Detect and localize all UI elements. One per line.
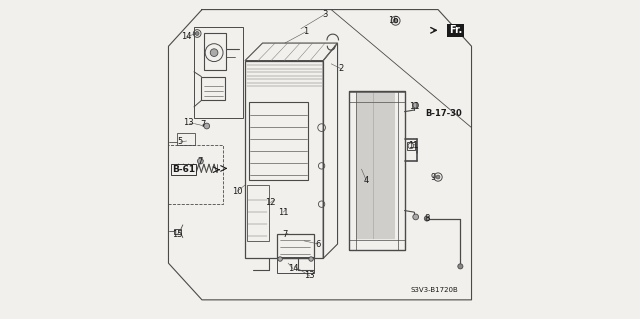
Text: 10: 10 (232, 187, 243, 196)
Bar (174, 229, 181, 234)
Circle shape (424, 216, 429, 221)
Text: 16: 16 (388, 16, 399, 25)
Bar (202, 77, 225, 100)
Text: 7: 7 (282, 230, 287, 239)
Bar (407, 142, 415, 150)
Text: 7: 7 (200, 120, 205, 129)
Text: 15: 15 (172, 230, 182, 239)
Text: 11: 11 (278, 208, 289, 217)
Text: 13: 13 (183, 118, 194, 127)
Text: 13: 13 (305, 271, 315, 280)
Bar (349, 91, 404, 250)
Bar (245, 61, 323, 258)
Text: 14: 14 (181, 32, 192, 41)
Circle shape (278, 257, 282, 261)
Circle shape (394, 19, 398, 23)
Circle shape (204, 123, 210, 129)
Circle shape (198, 158, 204, 164)
Text: Fr.: Fr. (449, 25, 462, 35)
Text: 6: 6 (316, 240, 321, 249)
Circle shape (195, 32, 199, 35)
Circle shape (211, 49, 218, 56)
Text: 2: 2 (338, 64, 344, 73)
Bar (349, 240, 404, 250)
Text: 9: 9 (431, 173, 436, 182)
Text: 8: 8 (424, 214, 429, 223)
Circle shape (309, 257, 314, 261)
Bar (349, 91, 356, 250)
Text: 3: 3 (322, 10, 328, 19)
Text: S3V3-B1720B: S3V3-B1720B (410, 287, 458, 293)
Bar (349, 92, 404, 102)
Circle shape (436, 175, 440, 179)
Bar (277, 257, 314, 273)
Circle shape (413, 214, 419, 220)
Text: 1: 1 (303, 27, 308, 36)
Bar (177, 133, 195, 145)
Bar (246, 185, 269, 241)
Bar (277, 234, 314, 258)
Circle shape (458, 264, 463, 269)
Bar (194, 27, 243, 118)
Text: 4: 4 (364, 176, 369, 185)
Text: 12: 12 (266, 198, 276, 207)
Text: B-17-30: B-17-30 (425, 109, 461, 118)
Circle shape (413, 102, 419, 108)
Text: 11: 11 (409, 102, 419, 111)
Bar (397, 91, 404, 250)
Text: 11: 11 (408, 141, 419, 150)
Text: 14: 14 (287, 264, 298, 273)
Bar (249, 102, 308, 180)
Text: B-61: B-61 (172, 165, 195, 174)
Text: 5: 5 (178, 137, 183, 146)
Bar (204, 33, 226, 70)
Text: 7: 7 (197, 157, 203, 166)
